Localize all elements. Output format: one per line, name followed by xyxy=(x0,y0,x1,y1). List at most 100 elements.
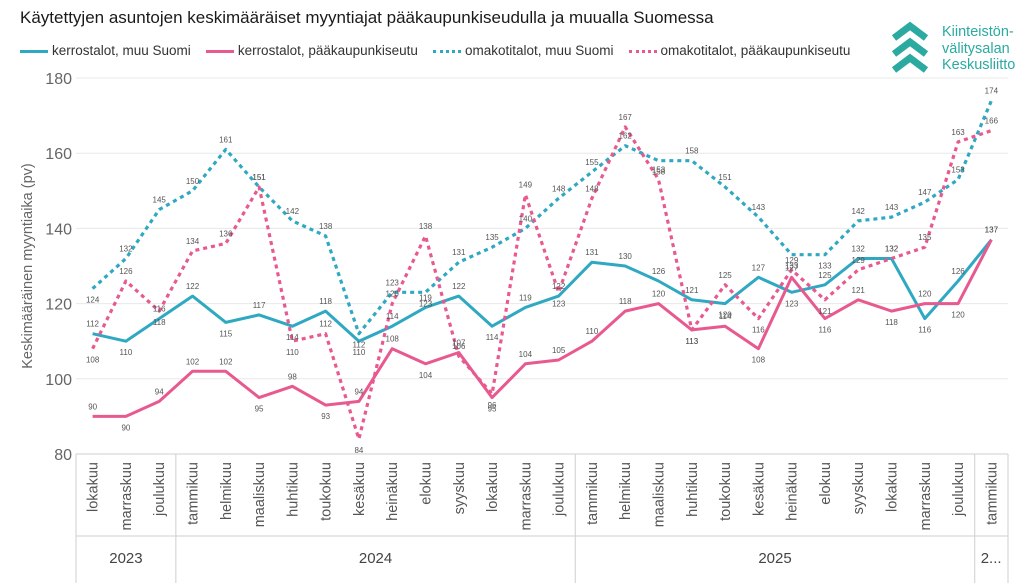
y-tick-label: 120 xyxy=(45,297,72,314)
x-tick-label: helmikuu xyxy=(618,462,634,520)
x-tick-label: marraskuu xyxy=(119,462,135,531)
x-tick-label: huhtikuu xyxy=(685,462,701,517)
data-label-series-2: 104 xyxy=(419,371,433,380)
data-label-series-4: 148 xyxy=(585,184,599,193)
x-tick-label: elokuu xyxy=(419,462,435,505)
data-label-series-4: 84 xyxy=(354,446,363,455)
data-label-series-1: 121 xyxy=(685,286,699,295)
series-line-1 xyxy=(92,238,993,343)
x-tick-label: tammikuu xyxy=(585,462,601,525)
data-label-series-3: 124 xyxy=(86,296,100,305)
legend-swatch xyxy=(432,49,461,53)
logo-text: Kiinteistön- välitysalan Keskusliitto xyxy=(942,24,1015,74)
data-label-series-3: 132 xyxy=(119,244,133,253)
x-tick-label: joulukuu xyxy=(552,462,568,517)
logo-chevrons-icon xyxy=(891,21,929,73)
data-label-series-3: 158 xyxy=(685,147,699,156)
x-tick-label: syyskuu xyxy=(452,462,468,514)
series-line-4 xyxy=(91,125,992,441)
x-tick-label: heinäkuu xyxy=(785,462,801,521)
y-axis-title: Keskimääräinen myyntiaika (pv) xyxy=(20,163,36,369)
data-label-series-4: 129 xyxy=(785,256,799,265)
data-label-series-4: 136 xyxy=(219,229,233,238)
data-label-series-4: 120 xyxy=(386,290,400,299)
data-label-series-4: 135 xyxy=(918,233,932,242)
data-label-series-1: 125 xyxy=(818,271,832,280)
data-label-series-3: 142 xyxy=(286,207,300,216)
data-label-series-2: 121 xyxy=(852,286,866,295)
data-label-series-2: 116 xyxy=(819,326,832,335)
data-label-series-2: 102 xyxy=(219,357,233,366)
data-label-series-1: 117 xyxy=(253,301,266,310)
data-label-series-2: 90 xyxy=(88,402,97,411)
data-label-series-1: 120 xyxy=(718,311,732,320)
data-label-series-3: 131 xyxy=(452,248,466,257)
data-label-series-3: 145 xyxy=(153,196,167,205)
data-label-series-4: 116 xyxy=(752,326,765,335)
data-label-series-2: 104 xyxy=(519,350,533,359)
data-label-series-1: 131 xyxy=(585,248,599,257)
data-label-series-2: 113 xyxy=(685,337,698,346)
data-label-series-3: 123 xyxy=(419,299,433,308)
data-label-series-1: 116 xyxy=(153,305,166,314)
data-label-series-1: 115 xyxy=(219,329,232,338)
x-tick-label: lokakuu xyxy=(86,462,102,512)
logo-line-1: Kiinteistön- xyxy=(942,24,1014,40)
data-label-series-4: 118 xyxy=(153,318,166,327)
data-label-series-4: 134 xyxy=(186,237,200,246)
x-tick-label: huhtikuu xyxy=(285,462,301,517)
x-tick-label: marraskuu xyxy=(918,462,934,531)
data-label-series-2: 102 xyxy=(186,357,200,366)
data-label-series-2: 94 xyxy=(354,387,363,396)
data-label-series-2: 90 xyxy=(121,423,130,432)
data-label-series-2: 120 xyxy=(918,290,932,299)
legend-label: kerrostalot, pääkaupunkiseutu xyxy=(237,42,418,58)
data-label-series-4: 110 xyxy=(286,348,299,357)
data-label-series-2: 118 xyxy=(885,318,898,327)
legend-swatch xyxy=(20,49,48,53)
x-tick-label: kesäkuu xyxy=(751,462,767,516)
data-label-series-2: 108 xyxy=(752,356,766,365)
data-label-series-1: 114 xyxy=(286,333,299,342)
data-label-series-1: 110 xyxy=(120,348,133,357)
data-label-series-1: 123 xyxy=(785,299,799,308)
x-tick-label: maaliskuu xyxy=(652,462,668,527)
data-label-series-4: 113 xyxy=(685,337,698,346)
data-label-series-4: 125 xyxy=(718,271,732,280)
data-label-series-1: 119 xyxy=(519,293,532,302)
series-line-3 xyxy=(91,99,993,336)
data-label-series-2: 98 xyxy=(288,372,297,381)
data-label-series-3: 147 xyxy=(918,188,932,197)
data-label-series-4: 123 xyxy=(552,299,566,308)
data-label-series-2: 105 xyxy=(552,346,566,355)
data-label-series-2: 95 xyxy=(255,405,264,414)
legend-item: omakotitalot, muu Suomi xyxy=(432,43,614,58)
data-label-series-3: 112 xyxy=(353,341,366,350)
data-label-series-2: 120 xyxy=(951,311,965,320)
data-label-series-2: 137 xyxy=(985,226,999,235)
data-label-series-2: 120 xyxy=(652,290,666,299)
x-year-label: 2024 xyxy=(359,550,392,567)
data-label-series-1: 122 xyxy=(452,282,466,291)
data-label-series-1: 114 xyxy=(386,312,399,321)
data-label-series-3: 158 xyxy=(652,168,666,177)
data-label-series-1: 114 xyxy=(486,333,499,342)
data-label-series-4: 151 xyxy=(252,173,266,182)
x-tick-label: helmikuu xyxy=(219,462,235,520)
data-label-series-3: 143 xyxy=(885,203,899,212)
y-tick-label: 80 xyxy=(54,447,72,464)
data-label-series-3: 153 xyxy=(951,166,965,175)
y-tick-label: 160 xyxy=(45,146,72,163)
chart-title: Käytettyjen asuntojen keskimääräiset myy… xyxy=(20,8,714,27)
legend-item: kerrostalot, pääkaupunkiseutu xyxy=(205,42,418,58)
data-label-series-3: 155 xyxy=(585,158,599,167)
data-label-series-4: 106 xyxy=(452,342,466,351)
data-label-series-1: 137 xyxy=(985,226,999,235)
data-label-series-2: 108 xyxy=(386,335,400,344)
data-label-series-4: 167 xyxy=(619,113,633,122)
data-label-series-3: 150 xyxy=(186,177,200,186)
x-tick-label: tammikuu xyxy=(984,462,1000,525)
data-label-series-1: 112 xyxy=(86,320,99,329)
logo-line-3: Keskusliitto xyxy=(942,57,1016,73)
